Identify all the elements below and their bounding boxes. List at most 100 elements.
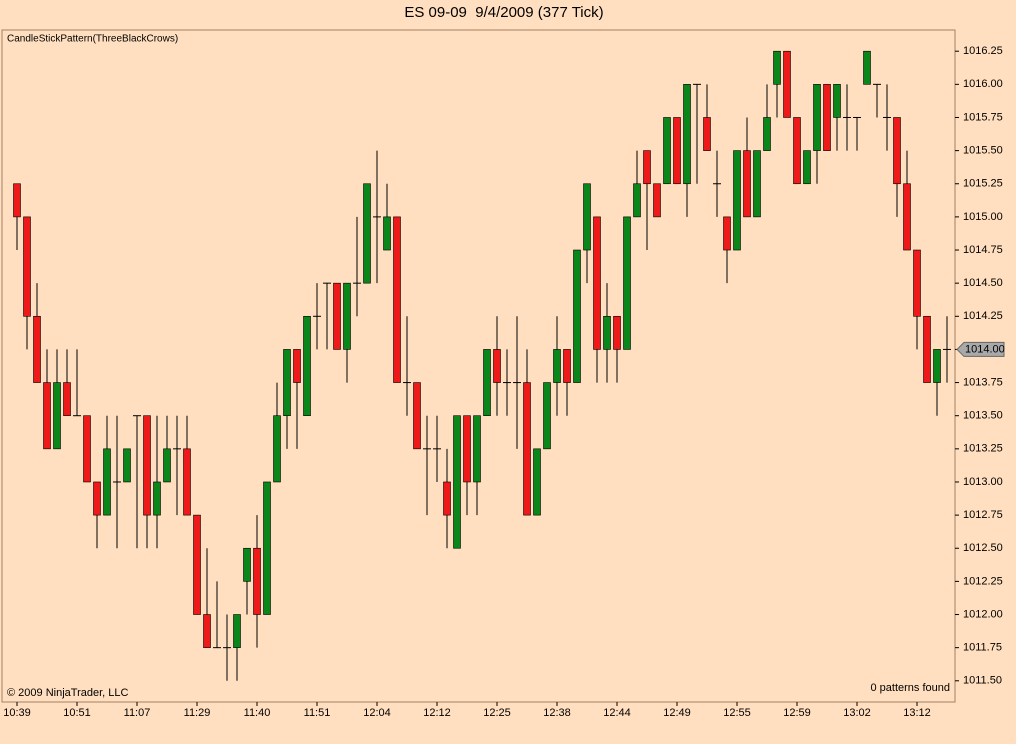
y-tick-label: 1013.50 — [963, 410, 1003, 422]
candle-body — [923, 315, 931, 383]
candle-body — [253, 547, 261, 615]
x-tick-label: 12:04 — [363, 707, 391, 719]
candle-body — [333, 282, 341, 350]
candle-body — [593, 216, 601, 350]
x-tick-label: 12:25 — [483, 707, 511, 719]
candle-body — [663, 117, 671, 185]
x-tick-label: 11:29 — [184, 707, 211, 719]
plot-area — [1, 29, 956, 703]
candle-body — [633, 183, 641, 218]
indicator-label: CandleStickPattern(ThreeBlackCrows) — [7, 34, 178, 45]
candle-body — [603, 315, 611, 350]
x-tick-label: 12:44 — [603, 707, 631, 719]
y-tick-label: 1012.50 — [963, 542, 1003, 554]
candle-body — [193, 514, 201, 615]
candle-body — [793, 117, 801, 185]
candle-body — [283, 349, 291, 417]
candle-body — [773, 50, 781, 85]
y-tick-label: 1013.75 — [963, 376, 1003, 388]
y-tick-label: 1012.00 — [963, 608, 1003, 620]
x-tick-label: 10:51 — [63, 707, 91, 719]
candle-body — [183, 448, 191, 516]
x-tick-label: 13:12 — [903, 707, 931, 719]
candle-body — [823, 84, 831, 151]
candle-body — [103, 448, 111, 516]
candle-body — [263, 481, 271, 615]
x-tick-label: 11:40 — [244, 707, 271, 719]
y-tick-label: 1013.00 — [963, 476, 1003, 488]
candle-body — [143, 415, 151, 516]
y-tick-label: 1011.50 — [963, 675, 1002, 687]
candle-body — [893, 117, 901, 185]
x-tick-label: 13:02 — [843, 707, 871, 719]
candle-body — [343, 282, 351, 350]
candle-body — [903, 183, 911, 251]
y-tick-label: 1016.00 — [963, 78, 1003, 90]
candle-body — [653, 183, 661, 218]
candle-body — [863, 50, 871, 85]
candle-body — [533, 448, 541, 516]
candle-body — [243, 547, 251, 582]
candle-body — [733, 150, 741, 251]
candle-body — [723, 216, 731, 251]
candle-body — [393, 216, 401, 383]
candle-body — [743, 150, 751, 218]
candle-body — [273, 415, 281, 483]
candle-body — [913, 249, 921, 317]
candle-body — [573, 249, 581, 383]
y-tick-label: 1013.25 — [963, 443, 1003, 455]
candle-body — [813, 84, 821, 151]
x-tick-label: 12:38 — [543, 707, 571, 719]
candle-body — [163, 448, 171, 483]
y-tick-label: 1015.00 — [963, 211, 1003, 223]
candle-body — [363, 183, 371, 284]
y-tick-label: 1016.25 — [963, 45, 1003, 57]
candle-body — [583, 183, 591, 251]
candle-body — [783, 50, 791, 118]
x-tick-label: 12:12 — [423, 707, 451, 719]
candle-body — [83, 415, 91, 483]
candle-body — [453, 415, 461, 549]
last-price-marker — [956, 341, 1005, 357]
candle-body — [203, 614, 211, 648]
y-tick-label: 1012.25 — [963, 575, 1003, 587]
candle-body — [33, 315, 41, 383]
candle-body — [473, 415, 481, 483]
y-tick-label: 1014.75 — [963, 244, 1003, 256]
candle-body — [293, 349, 301, 383]
candle-body — [303, 315, 311, 417]
candle-body — [703, 117, 711, 151]
candle-body — [413, 382, 421, 450]
copyright: © 2009 NinjaTrader, LLC — [7, 687, 128, 699]
candle-body — [53, 382, 61, 450]
candle-body — [523, 382, 531, 516]
candle-body — [553, 349, 561, 383]
x-tick-label: 11:07 — [124, 707, 151, 719]
status-text: 0 patterns found — [870, 682, 950, 694]
candle-body — [803, 150, 811, 185]
candle-body — [833, 84, 841, 118]
candle-body — [623, 216, 631, 350]
x-tick-label: 11:51 — [304, 707, 331, 719]
candle-body — [683, 84, 691, 185]
candle-body — [753, 150, 761, 218]
candle-body — [43, 382, 51, 450]
candle-body — [493, 349, 501, 383]
y-tick-label: 1014.25 — [963, 310, 1003, 322]
candle-body — [543, 382, 551, 450]
y-tick-label: 1014.50 — [963, 277, 1003, 289]
candle-body — [153, 481, 161, 516]
last-price-label: 1014.00 — [965, 343, 1005, 355]
candle-body — [383, 216, 391, 251]
y-tick-label: 1012.75 — [963, 509, 1003, 521]
y-tick-label: 1015.25 — [963, 178, 1003, 190]
x-tick-label: 12:59 — [783, 707, 811, 719]
x-tick-label: 12:49 — [663, 707, 691, 719]
candle-body — [123, 448, 131, 483]
chart-title: ES 09-09 9/4/2009 (377 Tick) — [404, 4, 603, 21]
candle-body — [933, 349, 941, 383]
y-tick-label: 1015.75 — [963, 111, 1003, 123]
candle-body — [63, 382, 71, 417]
candle-body — [23, 216, 31, 317]
